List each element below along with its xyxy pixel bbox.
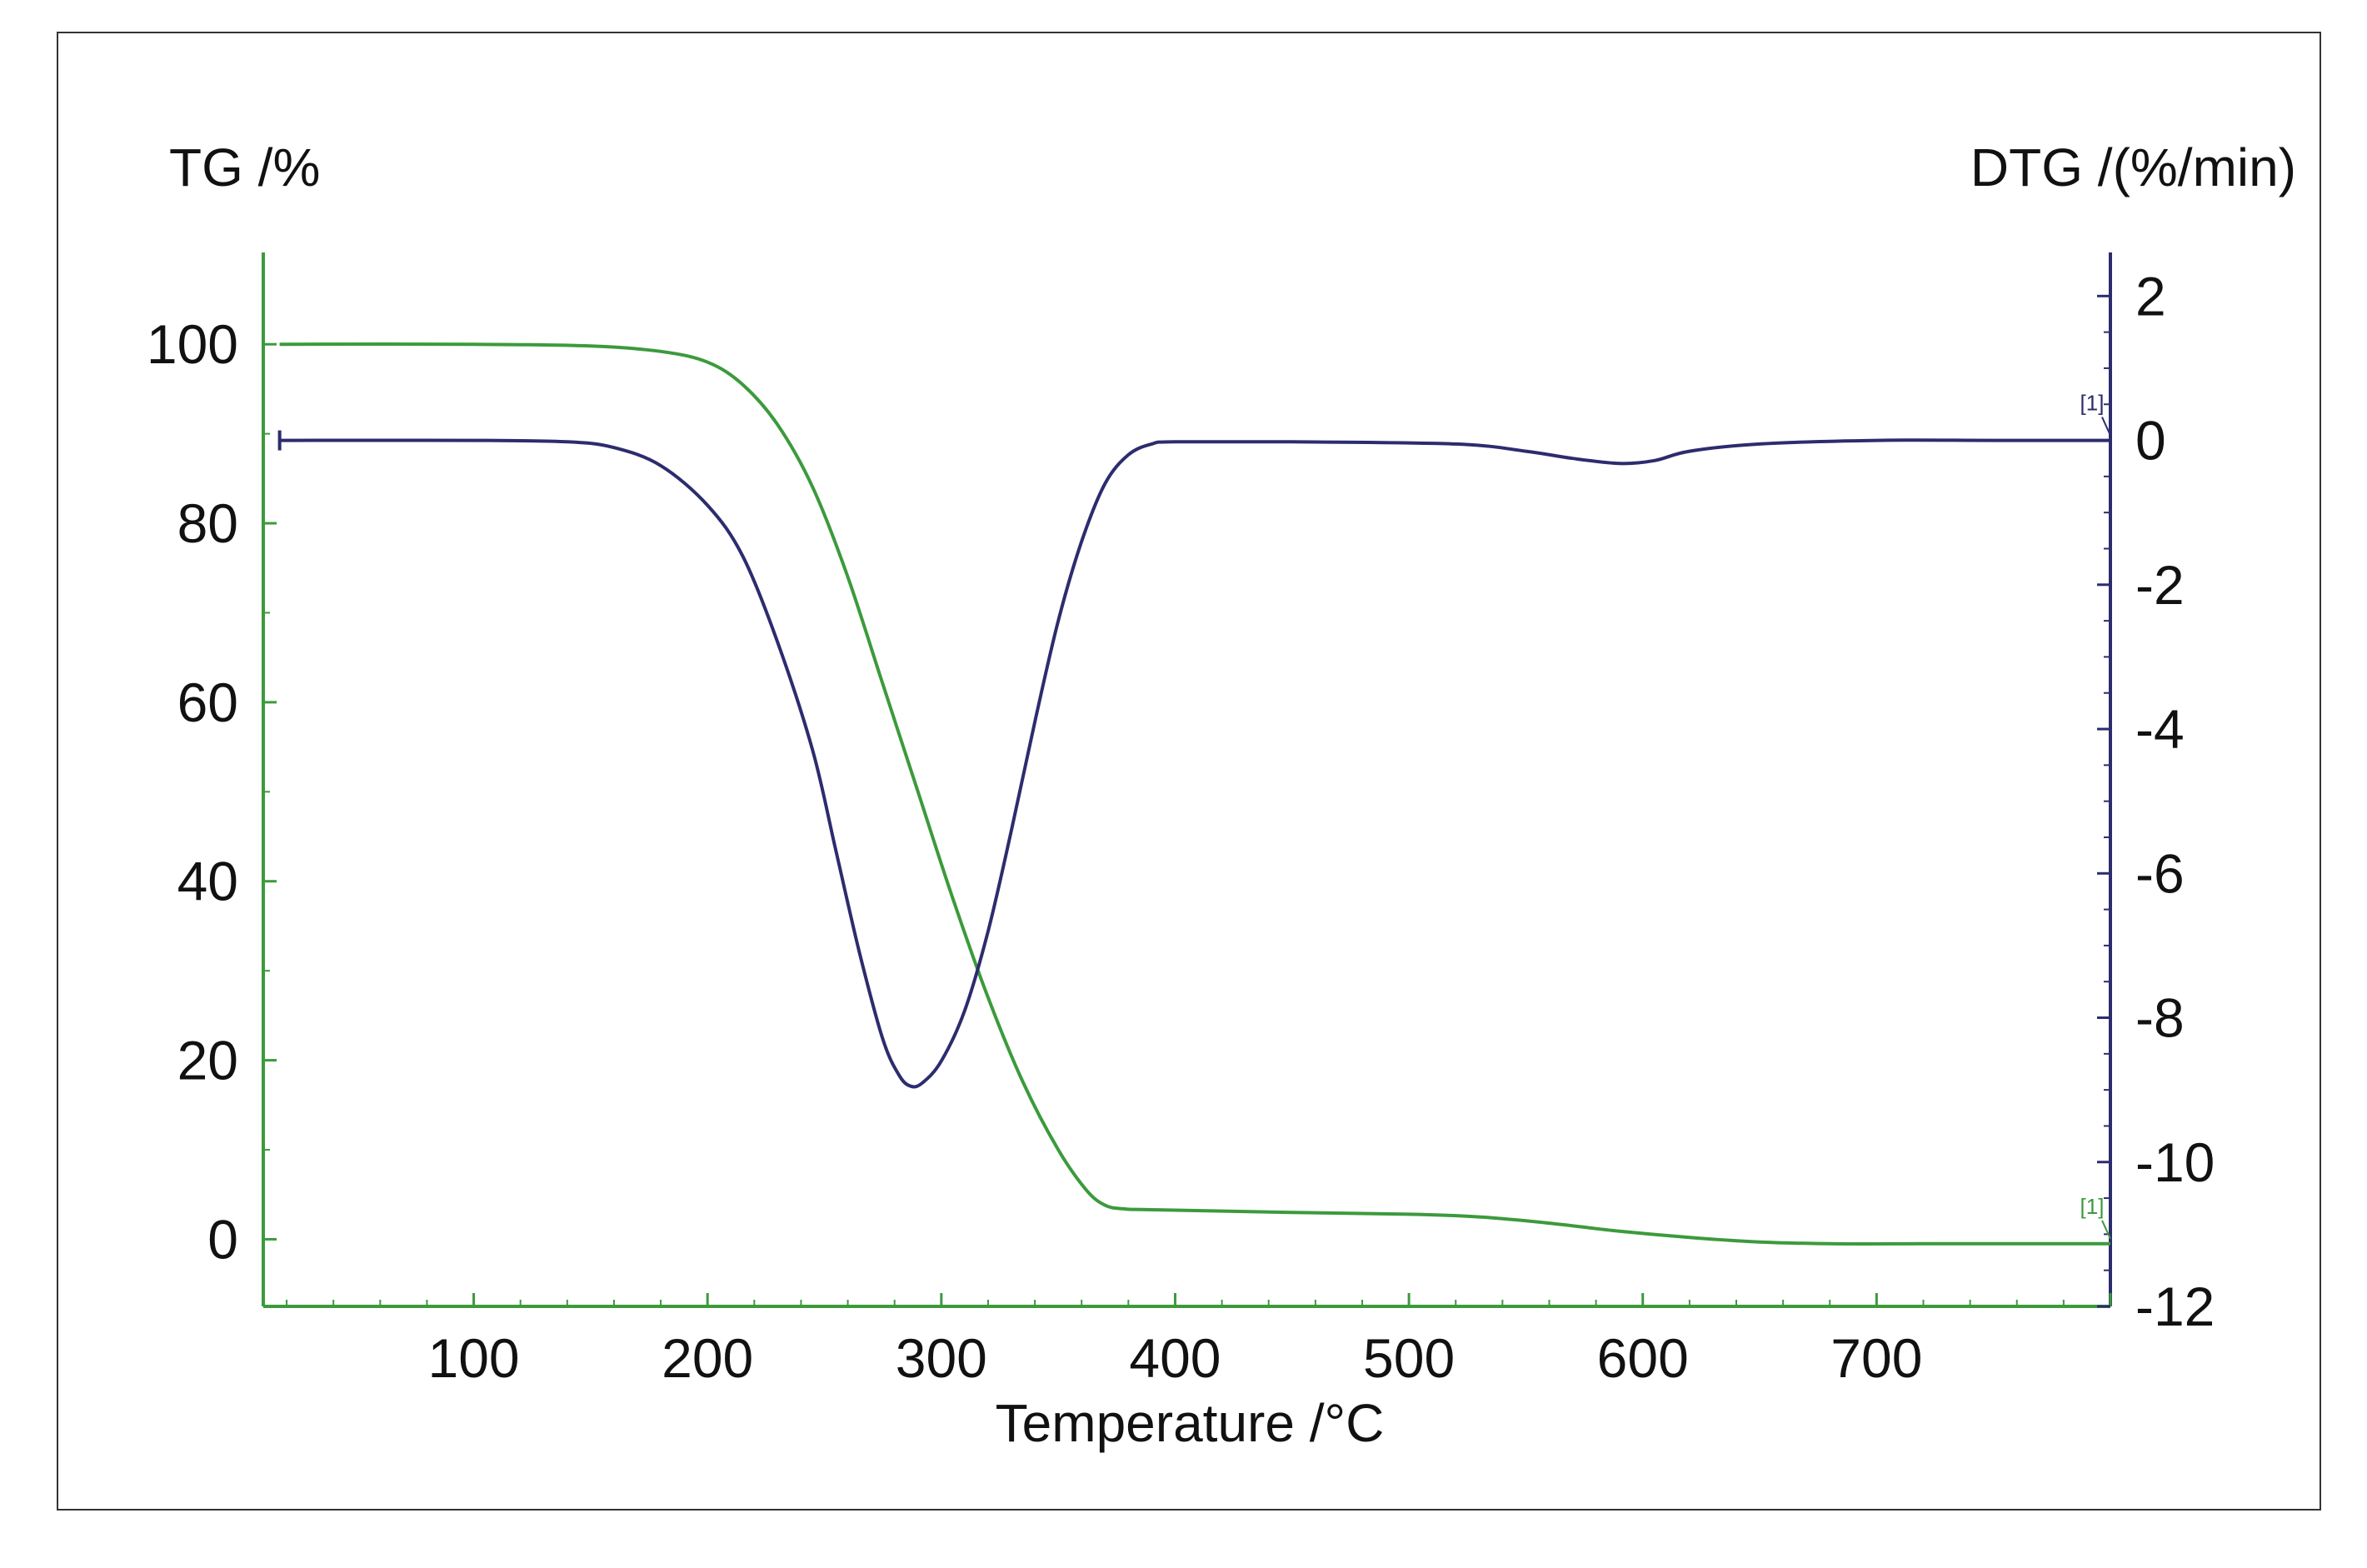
y2-axis-title: DTG /(%/min) [1970,137,2296,197]
tg-dtg-chart: TG /% DTG /(%/min) Temperature /°C 100 20… [147,137,2296,1453]
y1-axis-title: TG /% [169,137,320,197]
dtg-curve-marker: [1] [2080,391,2105,416]
x-tick-label: 700 [1830,1327,1922,1389]
x-tick-label: 200 [662,1327,753,1389]
y1-tick-label: 100 [147,313,238,375]
x-tick-label: 600 [1597,1327,1689,1389]
dtg-marker-leader [2101,417,2111,436]
y2-tick-label: -4 [2135,698,2185,760]
x-axis-title: Temperature /°C [996,1393,1385,1453]
y2-tick-label: -10 [2135,1131,2215,1193]
y2-tick-label: -6 [2135,842,2185,904]
x-tick-label: 300 [896,1327,987,1389]
y2-tick-label: -12 [2135,1276,2215,1337]
dtg-series-line [279,438,2110,1089]
tg-curve-marker: [1] [2080,1194,2105,1219]
x-tick-label: 400 [1129,1327,1221,1389]
y1-tick-label: 20 [177,1030,238,1091]
y2-tick-label: -8 [2135,987,2185,1049]
y1-tick-label: 60 [177,672,238,733]
x-tick-label: 500 [1363,1327,1455,1389]
y1-tick-label: 40 [177,851,238,912]
y2-tick-label: -2 [2135,554,2185,616]
tg-series-line [279,342,2110,1246]
x-tick-label: 100 [428,1327,520,1389]
tg-marker-leader [2101,1220,2111,1240]
y2-tick-label: 0 [2135,410,2166,472]
y2-tick-label: 2 [2135,265,2166,327]
chart-frame: TG /% DTG /(%/min) Temperature /°C 100 20… [57,32,2321,1511]
y1-tick-label: 0 [207,1208,238,1270]
y1-tick-label: 80 [177,492,238,554]
